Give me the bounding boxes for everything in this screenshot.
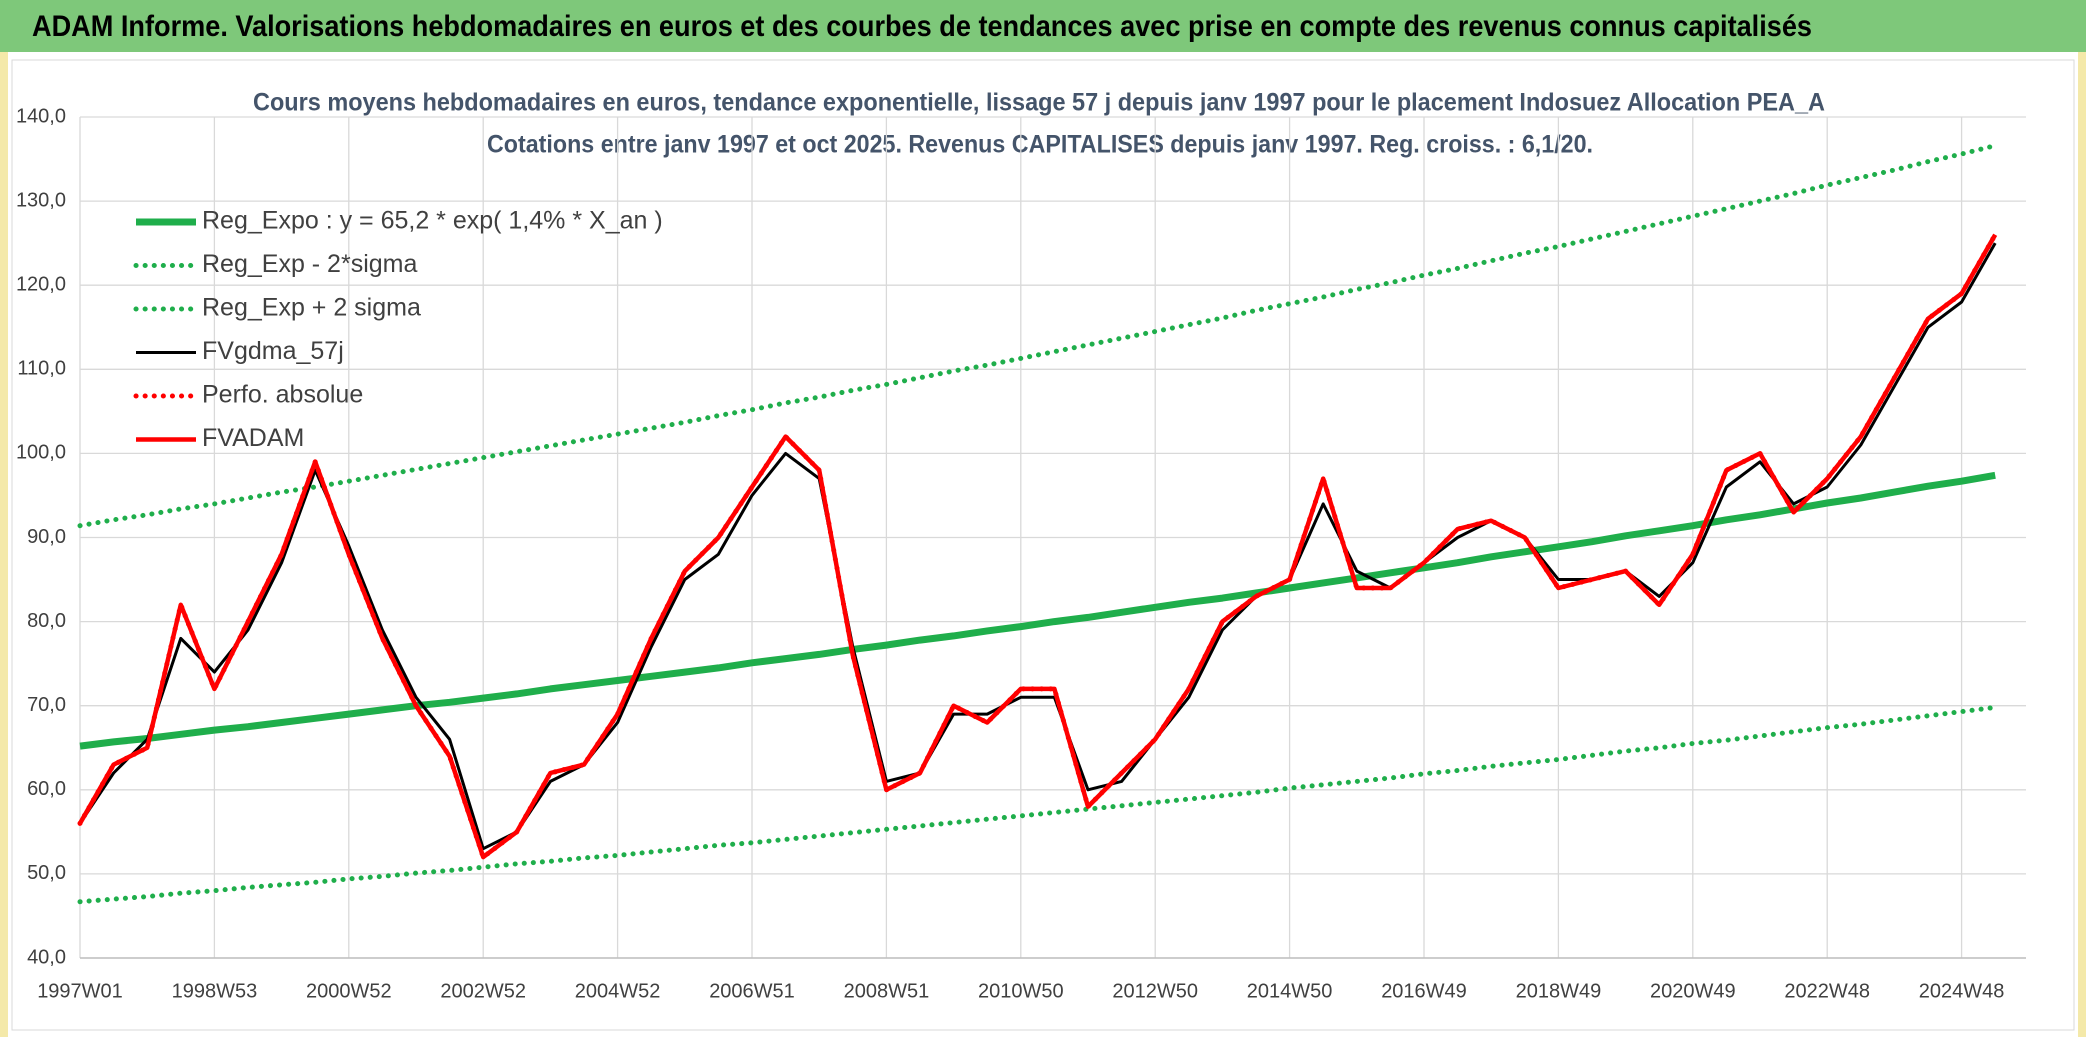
- x-tick-label: 1998W53: [172, 980, 258, 1002]
- legend-label: Reg_Exp + 2 sigma: [202, 294, 421, 322]
- y-tick-label: 90,0: [27, 526, 66, 548]
- y-tick-label: 60,0: [27, 778, 66, 800]
- x-tick-label: 1997W01: [37, 980, 123, 1002]
- x-tick-label: 2004W52: [575, 980, 661, 1002]
- header-title: ADAM Informe. Valorisations hebdomadaire…: [32, 10, 1812, 43]
- series-line: [77, 143, 1998, 529]
- x-tick-label: 2024W48: [1919, 980, 2005, 1002]
- x-tick-label: 2018W49: [1516, 980, 1602, 1002]
- series-line: [78, 233, 1998, 860]
- y-tick-label: 50,0: [27, 862, 66, 884]
- y-tick-label: 130,0: [16, 189, 66, 211]
- header-bar: [0, 0, 2086, 52]
- x-tick-label: 2010W50: [978, 980, 1064, 1002]
- x-tick-label: 2020W49: [1650, 980, 1736, 1002]
- legend-label: Perfo. absolue: [202, 381, 363, 409]
- legend-label: FVADAM: [202, 424, 304, 452]
- x-tick-label: 2022W48: [1784, 980, 1870, 1002]
- chart-subtitle: Cotations entre janv 1997 et oct 2025. R…: [487, 131, 1593, 159]
- y-tick-label: 140,0: [16, 105, 66, 127]
- y-tick-label: 100,0: [16, 442, 66, 464]
- legend-label: FVgdma_57j: [202, 337, 344, 365]
- x-tick-label: 2000W52: [306, 980, 392, 1002]
- x-tick-label: 2012W50: [1112, 980, 1198, 1002]
- x-tick-label: 2014W50: [1247, 980, 1333, 1002]
- legend-label: Reg_Exp - 2*sigma: [202, 250, 417, 278]
- y-tick-label: 80,0: [27, 610, 66, 632]
- chart-title: Cours moyens hebdomadaires en euros, ten…: [253, 89, 1825, 117]
- legend-label: Reg_Expo : y = 65,2 * exp( 1,4% * X_an ): [202, 207, 663, 235]
- x-tick-label: 2006W51: [709, 980, 795, 1002]
- series-line: [79, 471, 1996, 750]
- x-tick-label: 2008W51: [844, 980, 930, 1002]
- y-tick-label: 40,0: [27, 946, 66, 968]
- y-tick-label: 110,0: [17, 358, 66, 380]
- series-line: [77, 704, 1998, 905]
- x-tick-label: 2016W49: [1381, 980, 1467, 1002]
- y-tick-label: 120,0: [16, 273, 66, 295]
- chart-border: [11, 59, 2075, 1031]
- y-tick-label: 70,0: [27, 694, 66, 716]
- x-tick-label: 2002W52: [440, 980, 526, 1002]
